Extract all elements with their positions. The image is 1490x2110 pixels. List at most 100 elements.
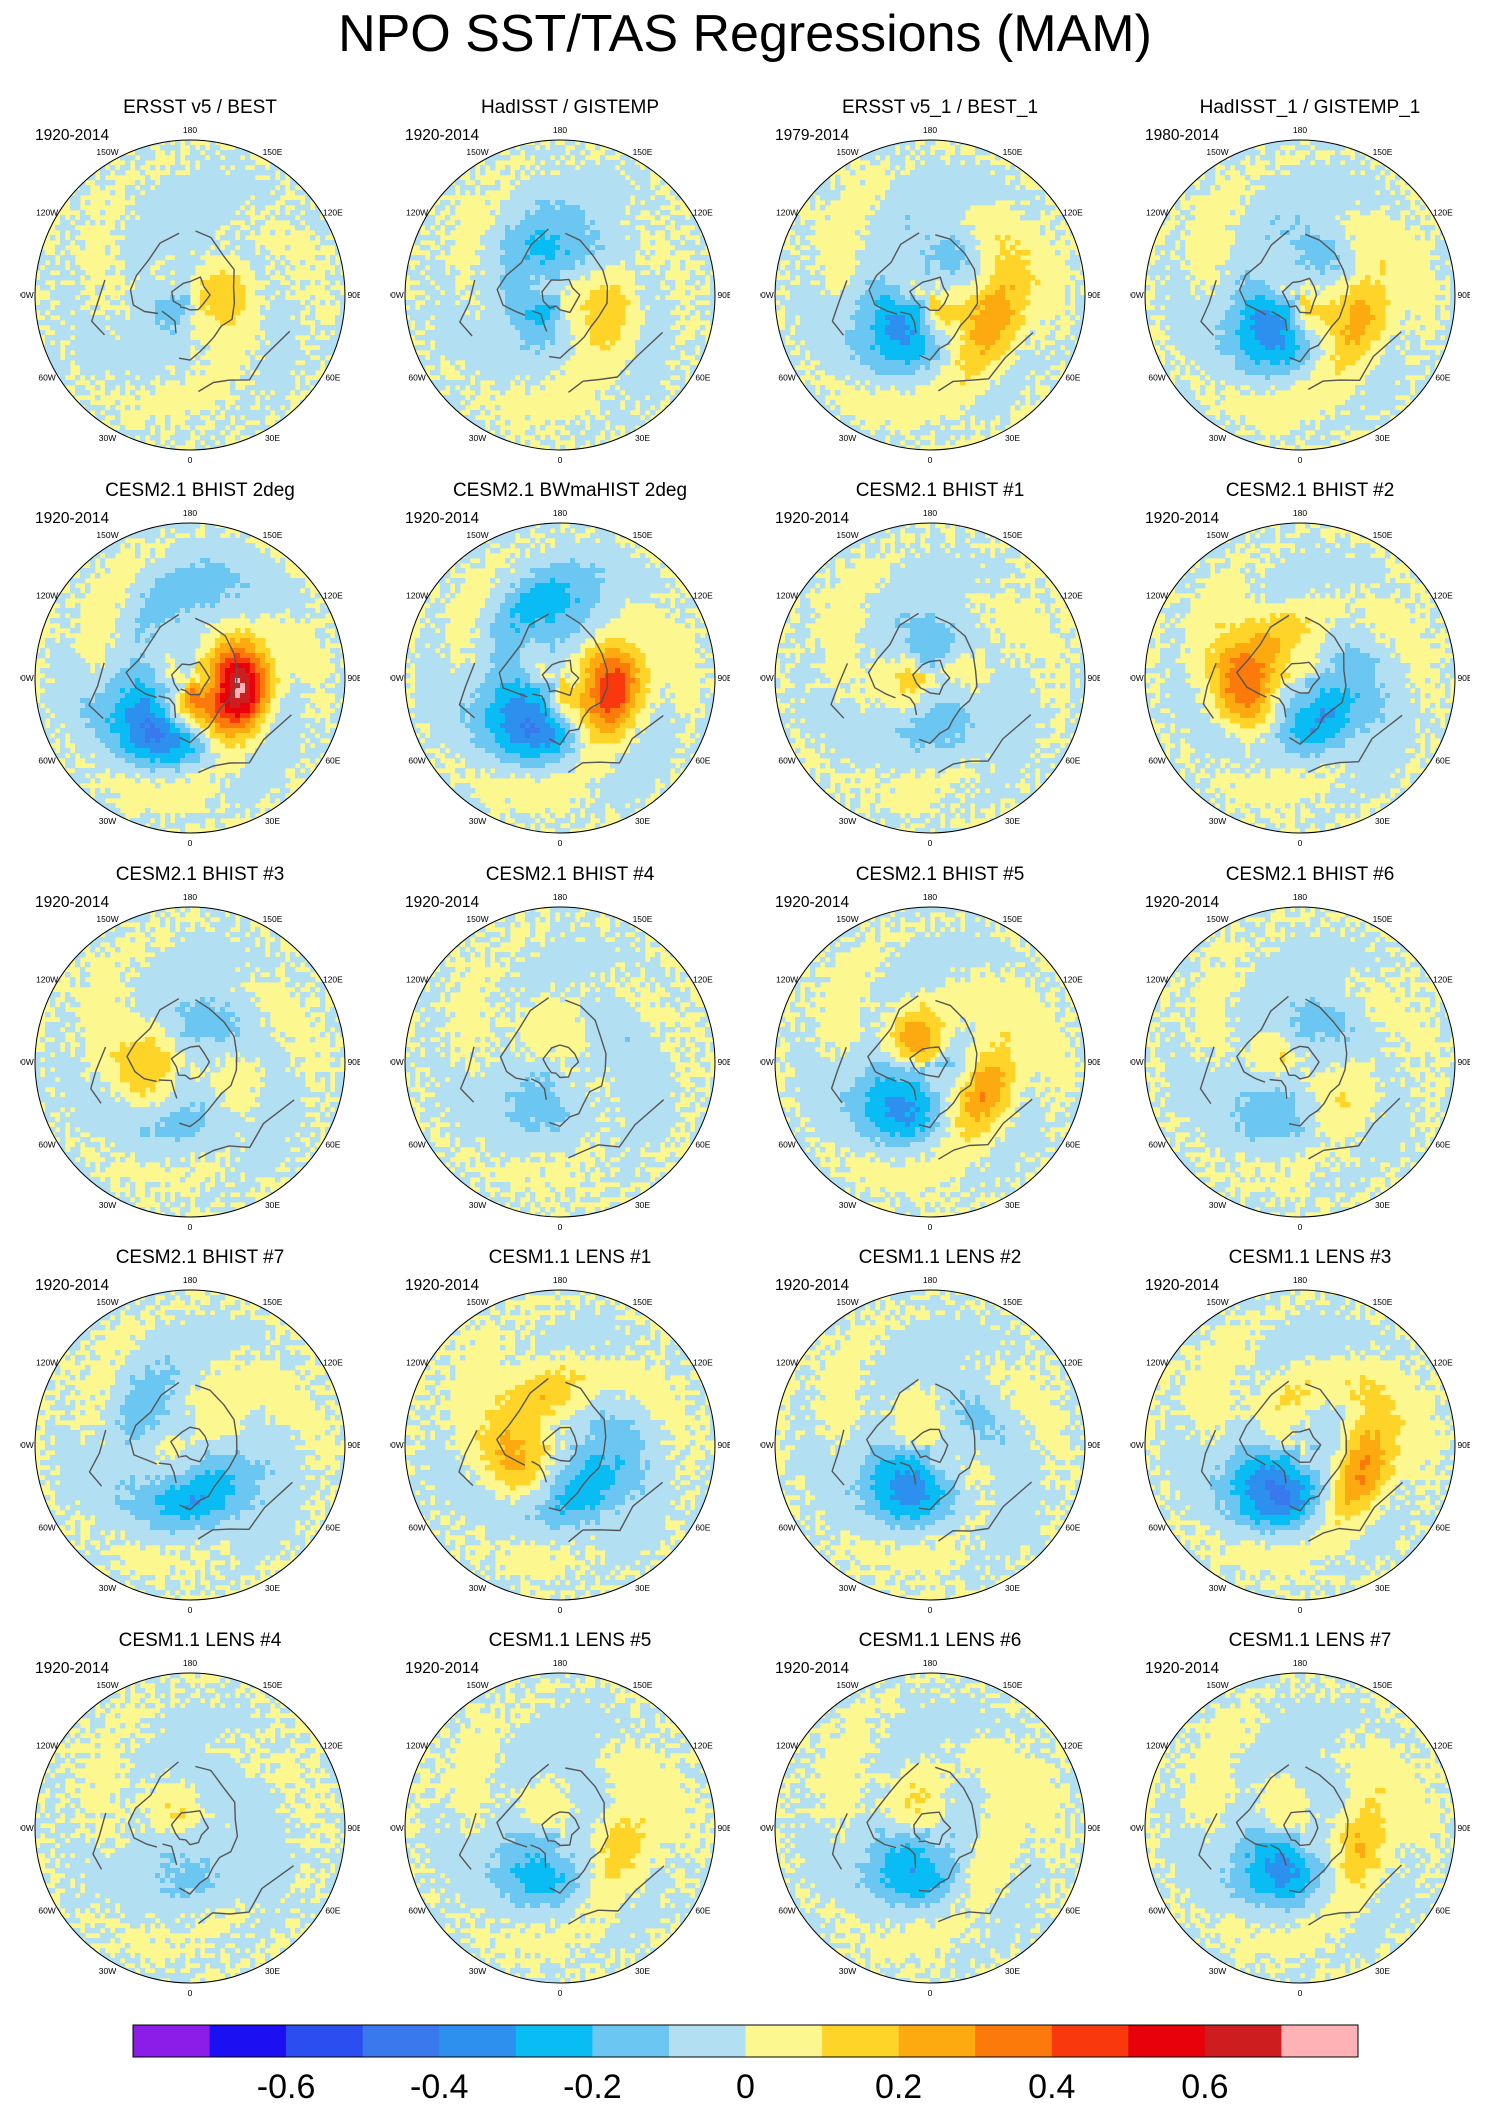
- coastlines: [458, 1763, 665, 1925]
- longitude-label: 120W: [776, 591, 798, 601]
- panel-title: CESM2.1 BHIST 2deg: [20, 480, 380, 502]
- longitude-label: 0: [558, 1605, 563, 1615]
- period-label: 1920-2014: [1145, 510, 1219, 528]
- coastline: [496, 1763, 550, 1848]
- longitude-label: 0: [558, 455, 563, 465]
- period-label: 1920-2014: [35, 127, 109, 145]
- coastlines: [1200, 1380, 1404, 1542]
- longitude-label: 60E: [1065, 756, 1080, 766]
- coastline: [1289, 616, 1347, 745]
- map-panel: CESM1.1 LENS #3 180 150E 120E 90E 60E 30E 0 30W 6…: [1130, 1245, 1490, 1635]
- coastline: [1281, 1428, 1322, 1463]
- longitude-label: 60E: [1435, 1140, 1450, 1150]
- longitude-label: 30W: [1209, 1966, 1226, 1976]
- coastlines: [1198, 1764, 1402, 1926]
- coastline: [1307, 331, 1402, 391]
- period-label: 1979-2014: [775, 127, 849, 145]
- coastline: [125, 613, 180, 698]
- map-boundary: [34, 906, 346, 1218]
- longitude-label: 150W: [1206, 1680, 1228, 1690]
- panel-title: CESM1.1 LENS #7: [1130, 1630, 1490, 1652]
- coastline: [178, 999, 238, 1128]
- longitude-label: 180: [553, 1275, 567, 1285]
- panel-title: CESM1.1 LENS #3: [1130, 1247, 1490, 1269]
- coastline: [918, 999, 978, 1129]
- longitude-label: 120E: [1433, 975, 1453, 985]
- longitude-label: 120E: [1433, 1741, 1453, 1751]
- coastline: [548, 1381, 607, 1512]
- longitude-label: 30W: [1209, 1583, 1226, 1593]
- longitude-label: 90E: [1087, 1823, 1100, 1833]
- longitude-label: 180: [923, 125, 937, 135]
- coastlines: [458, 613, 664, 773]
- longitude-label: 60W: [38, 1906, 55, 1916]
- panel-title: CESM1.1 LENS #5: [390, 1630, 750, 1652]
- polar-stereographic-map: 180 150E 120E 90E 60E 30E 0 30W 60W 90W 120W 150W: [1130, 508, 1470, 848]
- coastlines: [830, 995, 1033, 1160]
- regression-field: [35, 1290, 345, 1600]
- longitude-label: 90W: [390, 1057, 404, 1067]
- longitude-label: 0: [558, 1222, 563, 1232]
- coastline: [542, 1044, 580, 1079]
- longitude-label: 0: [928, 455, 933, 465]
- longitude-label: 120W: [776, 208, 798, 218]
- map-panel: ERSST v5_1 / BEST_1 180 150E 120E 90E 60E 30E 0…: [760, 95, 1120, 485]
- polar-stereographic-map: 180 150E 120E 90E 60E 30E 0 30W 60W 90W 120W 150W: [1130, 125, 1470, 465]
- longitude-label: 120W: [406, 591, 428, 601]
- polar-stereographic-map: 180 150E 120E 90E 60E 30E 0 30W 60W 90W 120W 150W: [20, 1658, 360, 1998]
- longitude-label: 30W: [99, 1583, 116, 1593]
- longitude-label: 60W: [38, 1523, 55, 1533]
- longitude-label: 150W: [1206, 530, 1228, 540]
- coastlines: [92, 1761, 295, 1925]
- longitude-label: 120E: [323, 1358, 343, 1368]
- coastline: [126, 998, 180, 1083]
- longitude-label: 150E: [263, 1680, 283, 1690]
- panel-title: HadISST / GISTEMP: [390, 97, 750, 119]
- longitude-label: 60E: [325, 756, 340, 766]
- period-label: 1920-2014: [775, 510, 849, 528]
- colorbar-swatch: [439, 2025, 517, 2057]
- longitude-label: 150W: [466, 1680, 488, 1690]
- coastline: [1235, 1764, 1290, 1848]
- coastline: [458, 1430, 478, 1487]
- longitude-label: 30W: [99, 433, 116, 443]
- colorbar-tick-label: 0.4: [1028, 2068, 1075, 2106]
- map-panel: CESM1.1 LENS #6 180 150E 120E 90E 60E 30E 0 30W 6…: [760, 1628, 1120, 2018]
- regression-field: [1145, 1290, 1455, 1600]
- longitude-label: 60E: [1065, 1523, 1080, 1533]
- period-label: 1920-2014: [35, 894, 109, 912]
- period-label: 1920-2014: [775, 1277, 849, 1295]
- colorbar-tick-label: 0: [736, 2068, 755, 2106]
- coastline: [1238, 1380, 1290, 1466]
- coastline: [548, 613, 609, 746]
- longitude-label: 60E: [1435, 1523, 1450, 1533]
- longitude-label: 60W: [38, 1140, 55, 1150]
- coastline: [549, 232, 609, 359]
- coastline: [541, 1811, 580, 1847]
- colorbar-tick-label: -0.4: [410, 2068, 469, 2106]
- coastlines: [459, 228, 664, 393]
- period-label: 1920-2014: [1145, 894, 1219, 912]
- longitude-label: 150E: [263, 147, 283, 157]
- polar-stereographic-map: 180 150E 120E 90E 60E 30E 0 30W 60W 90W 120W 150W: [20, 125, 360, 465]
- coastline: [1288, 1766, 1349, 1894]
- longitude-label: 30E: [1005, 1583, 1020, 1593]
- panel-title: CESM2.1 BHIST #7: [20, 1247, 380, 1269]
- map-boundary: [1144, 139, 1456, 451]
- panel-title: CESM2.1 BHIST #6: [1130, 864, 1490, 886]
- panel-title: HadISST_1 / GISTEMP_1: [1130, 97, 1490, 119]
- period-label: 1920-2014: [35, 1277, 109, 1295]
- longitude-label: 30W: [839, 1966, 856, 1976]
- longitude-label: 150W: [466, 147, 488, 157]
- coastline: [912, 659, 951, 695]
- coastline: [1279, 1045, 1320, 1080]
- longitude-label: 90W: [390, 1823, 404, 1833]
- longitude-label: 90W: [1130, 1057, 1144, 1067]
- longitude-label: 150E: [263, 914, 283, 924]
- longitude-label: 90E: [1087, 1057, 1100, 1067]
- polar-stereographic-map: 180 150E 120E 90E 60E 30E 0 30W 60W 90W 120W 150W: [1130, 1275, 1470, 1615]
- period-label: 1920-2014: [405, 1660, 479, 1678]
- longitude-label: 150W: [1206, 147, 1228, 157]
- longitude-label: 180: [183, 892, 197, 902]
- coastline: [1238, 230, 1290, 316]
